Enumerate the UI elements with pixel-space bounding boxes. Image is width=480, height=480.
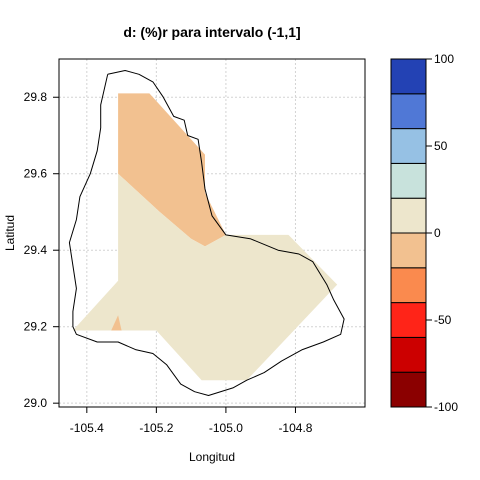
x-axis: -105.4 -105.2 -105.0 -104.8 (70, 407, 313, 435)
colorbar-tick-label: 100 (434, 52, 454, 66)
plot-frame (58, 58, 366, 408)
colorbar-swatch (390, 58, 427, 95)
region-beige-main (72, 173, 338, 381)
colorbar-swatch (390, 267, 427, 304)
region-orange-sliver (111, 315, 122, 331)
colorbar-swatch (390, 93, 427, 130)
boundary-line (68, 70, 345, 396)
y-tick-label: 29.0 (24, 396, 48, 410)
colorbar-tick-label: -50 (434, 313, 452, 327)
colorbar-swatch (390, 197, 427, 234)
colorbar-tick-label: 50 (434, 139, 448, 153)
y-axis-label: Latitud (3, 215, 17, 251)
x-tick-label: -105.0 (209, 421, 243, 435)
colorbar-tick-label: 0 (434, 226, 441, 240)
x-tick-label: -105.2 (139, 421, 173, 435)
colorbar-swatch (390, 336, 427, 373)
y-tick-label: 29.6 (24, 167, 48, 181)
x-tick-label: -104.8 (278, 421, 312, 435)
region-orange-north (118, 93, 226, 247)
colorbar-swatch (390, 162, 427, 199)
colorbar: -100 -50 0 50 100 (390, 52, 458, 414)
y-tick-label: 29.4 (24, 243, 48, 257)
y-axis: 29.0 29.2 29.4 29.6 29.8 (24, 90, 59, 410)
colorbar-swatch (390, 371, 427, 408)
data-regions (72, 93, 338, 381)
chart-title: d: (%)r para intervalo (-1,1] (123, 24, 300, 40)
state-boundary (68, 70, 345, 396)
x-axis-label: Longitud (189, 450, 235, 464)
colorbar-swatch (390, 232, 427, 269)
y-tick-label: 29.8 (24, 90, 48, 104)
colorbar-swatch (390, 128, 427, 164)
x-tick-label: -105.4 (70, 421, 104, 435)
colorbar-swatch (390, 302, 427, 338)
y-tick-label: 29.2 (24, 320, 48, 334)
colorbar-tick-label: -100 (434, 400, 458, 414)
